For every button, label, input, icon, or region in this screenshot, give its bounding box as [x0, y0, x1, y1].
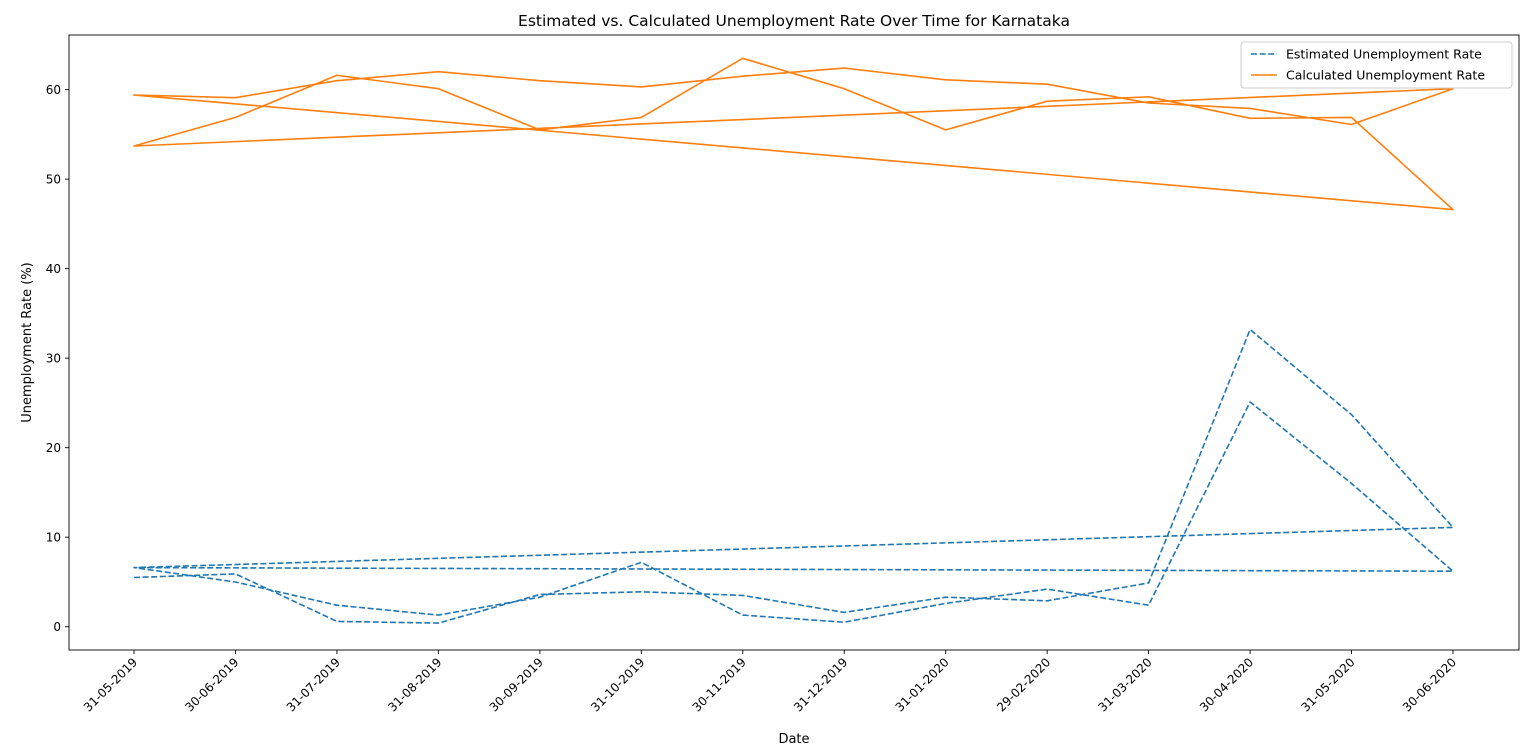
- legend-box: [1240, 41, 1513, 89]
- x-tick-label: 31-07-2019: [284, 655, 343, 714]
- x-tick-label: 31-05-2020: [1298, 655, 1357, 714]
- chart-title: Estimated vs. Calculated Unemployment Ra…: [518, 12, 1070, 30]
- plot-area: 0 10 20 30 40 50 60 31-05-2019 30-06-2019 31-07-2…: [46, 34, 1520, 714]
- x-tick-label: 29-02-2020: [994, 655, 1053, 714]
- x-tick-label: 31-08-2019: [385, 655, 444, 714]
- x-tick-label: 30-06-2019: [182, 655, 241, 714]
- y-tick-label: 0: [53, 620, 61, 634]
- x-tick-label: 31-12-2019: [791, 655, 850, 714]
- legend-label: Estimated Unemployment Rate: [1286, 47, 1482, 62]
- y-axis-label: Unemployment Rate (%): [20, 262, 35, 423]
- series-line-estimated: [133, 328, 1454, 624]
- x-tick-label: 31-01-2020: [893, 655, 952, 714]
- x-tick-label: 30-09-2019: [487, 655, 546, 714]
- y-tick-label: 20: [46, 441, 61, 455]
- x-tick-label: 30-11-2019: [690, 655, 749, 714]
- x-tick-label: 30-04-2020: [1197, 655, 1256, 714]
- y-tick-label: 60: [46, 83, 61, 97]
- y-tick-label: 50: [46, 173, 61, 187]
- x-axis-label: Date: [778, 732, 809, 747]
- plot-frame: [68, 34, 1520, 651]
- x-tick-label: 31-10-2019: [588, 655, 647, 714]
- x-tick-label: 30-06-2020: [1400, 655, 1459, 714]
- y-tick-label: 40: [46, 262, 61, 276]
- legend: Estimated Unemployment Rate Calculated Un…: [1240, 41, 1513, 89]
- series-line-calculated: [133, 57, 1454, 211]
- legend-label: Calculated Unemployment Rate: [1286, 68, 1485, 83]
- y-tick-label: 10: [46, 531, 61, 545]
- x-tick-label: 31-03-2020: [1096, 655, 1155, 714]
- y-tick-label: 30: [46, 352, 61, 366]
- x-tick-label: 31-05-2019: [81, 655, 140, 714]
